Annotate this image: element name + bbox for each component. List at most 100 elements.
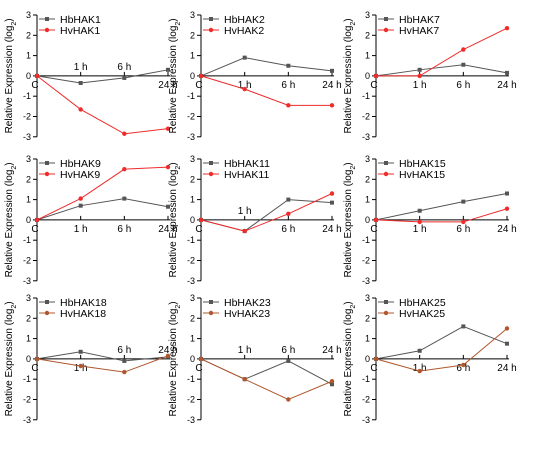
y-tick-label: 2	[365, 313, 370, 323]
data-point-HvHAK2	[198, 73, 204, 79]
y-tick-label: 1	[365, 195, 370, 205]
legend-label: HbHAK15	[399, 158, 446, 170]
y-tick-label: -1	[187, 235, 195, 245]
x-tick-label: 24 h	[322, 345, 341, 356]
legend-label: HbHAK18	[60, 297, 107, 309]
x-tick-label: 24 h	[158, 80, 177, 91]
y-tick-label: 2	[26, 30, 31, 40]
x-tick-label: 1 h	[413, 224, 427, 235]
data-point-HbHAK25	[461, 324, 466, 329]
series-line-HbHAK18	[36, 351, 169, 362]
data-point-HvHAK11	[198, 217, 204, 223]
y-tick-label: 0	[26, 354, 31, 364]
data-point-HvHAK11	[242, 228, 247, 234]
y-tick-label: -2	[23, 112, 31, 122]
y-tick-label: 2	[190, 30, 195, 40]
y-tick-label: 3	[26, 10, 31, 20]
y-tick-label: 1	[365, 51, 370, 61]
legend-label: HbHAK1	[60, 14, 101, 26]
y-tick-label: 1	[26, 334, 31, 344]
legend-label: HbHAK23	[224, 297, 271, 309]
legend-marker	[44, 171, 50, 177]
data-point-HvHAK9	[122, 166, 127, 172]
legend-marker	[45, 161, 49, 165]
x-tick-label: 6 h	[281, 345, 295, 356]
data-point-HbHAK9	[122, 196, 127, 201]
data-point-HbHAK11	[330, 200, 334, 205]
y-tick-label: -2	[23, 395, 31, 405]
series-line-HbHAK23	[200, 358, 333, 385]
data-point-HvHAK25	[504, 326, 510, 331]
y-tick-label: 0	[190, 215, 195, 225]
series-line-HbHAK7	[375, 64, 508, 77]
chart-panel-7: -3 -2 -1 0 1 2 3 C 1 h 6 h 24 h Relative Expression…	[4, 293, 178, 425]
data-point-HvHAK18	[165, 353, 171, 359]
legend-marker	[208, 171, 214, 177]
data-point-HbHAK18	[78, 349, 83, 354]
y-tick-label: 2	[26, 313, 31, 323]
data-point-HvHAK9	[78, 196, 83, 201]
x-tick-label: 6 h	[281, 224, 295, 235]
y-tick-label: 3	[190, 10, 195, 20]
y-tick-label: -1	[362, 235, 370, 245]
legend-marker	[45, 17, 49, 21]
data-point-HvHAK7	[461, 47, 466, 52]
data-point-HvHAK23	[286, 397, 291, 402]
legend-label: HvHAK15	[399, 169, 445, 181]
x-tick-label: 1 h	[74, 62, 88, 73]
y-axis-label: Relative Expression (log2)	[168, 18, 182, 133]
x-tick-label: 6 h	[456, 80, 470, 91]
data-point-HbHAK1	[122, 75, 127, 80]
y-axis-label: Relative Expression (log2)	[343, 162, 357, 277]
data-point-HbHAK15	[505, 191, 509, 196]
data-point-HbHAK11	[286, 197, 291, 202]
y-tick-label: 3	[365, 293, 370, 303]
chart-panel-1: -3 -2 -1 0 1 2 3 C 1 h 6 h 24 h Relative Expression…	[4, 10, 178, 142]
y-tick-label: -1	[187, 374, 195, 384]
y-tick-label: -1	[362, 91, 370, 101]
series-line-HvHAK23	[200, 358, 333, 401]
x-tick-label: 1 h	[413, 363, 427, 374]
y-tick-label: 1	[190, 334, 195, 344]
data-point-HbHAK2	[286, 63, 291, 68]
x-tick-label: 24 h	[497, 224, 516, 235]
y-tick-label: 2	[190, 313, 195, 323]
legend-marker	[208, 310, 214, 316]
y-tick-label: -3	[187, 415, 195, 425]
y-tick-label: 2	[365, 30, 370, 40]
x-tick-label: 6 h	[281, 80, 295, 91]
chart-panel-3: -3 -2 -1 0 1 2 3 C 1 h 6 h 24 h Relative Expression…	[343, 10, 517, 142]
y-tick-label: 1	[26, 195, 31, 205]
x-tick-label: 1 h	[238, 345, 252, 356]
data-point-HvHAK2	[242, 86, 247, 92]
data-point-HvHAK7	[373, 73, 379, 79]
y-tick-label: 0	[365, 215, 370, 225]
legend-label: HvHAK18	[60, 308, 106, 320]
data-point-HvHAK23	[329, 379, 335, 384]
chart-panel-4: -3 -2 -1 0 1 2 3 C 1 h 6 h 24 h Relative Expression…	[4, 154, 178, 286]
series-line-HvHAK1	[36, 75, 169, 135]
legend-marker	[384, 161, 388, 165]
y-tick-label: -1	[23, 374, 31, 384]
y-tick-label: 0	[365, 71, 370, 81]
y-tick-label: 1	[190, 195, 195, 205]
y-tick-label: -1	[23, 235, 31, 245]
data-point-HbHAK2	[330, 68, 334, 73]
x-tick-label: 6 h	[456, 224, 470, 235]
legend-marker	[45, 300, 49, 304]
y-tick-label: 3	[365, 10, 370, 20]
y-tick-label: 0	[26, 215, 31, 225]
y-tick-label: -2	[362, 256, 370, 266]
legend-label: HvHAK2	[224, 25, 264, 37]
x-tick-label: 1 h	[413, 80, 427, 91]
x-tick-label: 24 h	[158, 345, 177, 356]
y-tick-label: 3	[26, 154, 31, 164]
data-point-HbHAK7	[505, 70, 509, 75]
legend-marker	[383, 310, 389, 316]
y-axis-label: Relative Expression (log2)	[168, 301, 182, 416]
data-point-HvHAK9	[34, 217, 40, 223]
data-point-HvHAK18	[34, 356, 40, 362]
x-tick-label: 24 h	[158, 224, 177, 235]
y-tick-label: 2	[190, 174, 195, 184]
x-tick-label: C	[31, 224, 38, 235]
